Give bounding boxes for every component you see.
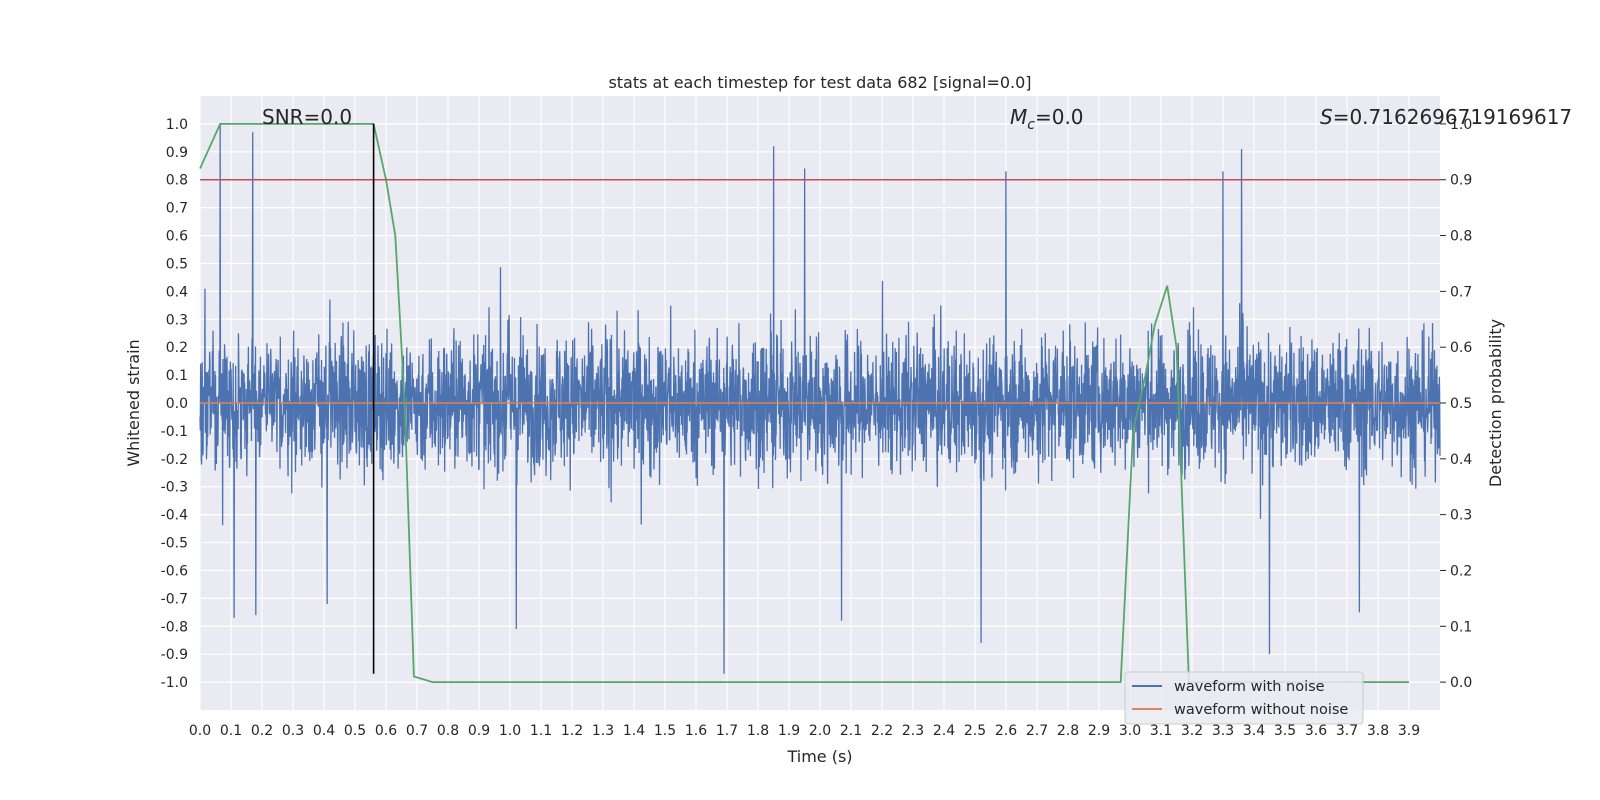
reference-lines: [200, 123, 1440, 674]
x-tick-label: 1.6: [685, 723, 707, 739]
x-tick-label: 1.2: [561, 723, 583, 739]
y-axis-right-ticks: 1.0 0.9 0.8 0.7 0.6 0.5 0.4 0.3 0.2 0.1 0.0: [1440, 117, 1472, 691]
x-tick-label: 1.3: [592, 723, 614, 739]
y-left-tick-label: 0.7: [166, 201, 188, 217]
x-tick-label: 2.6: [995, 723, 1017, 739]
x-tick-label: 2.1: [840, 723, 862, 739]
s-symbol: S: [1320, 105, 1333, 129]
y-left-tick-label: 0.0: [166, 396, 188, 412]
legend: waveform with noise waveform without noi…: [1124, 671, 1364, 725]
y-left-tick-label: -0.3: [161, 480, 188, 496]
series-waveform-with-noise: [199, 123, 1441, 674]
x-tick-label: 0.3: [282, 723, 304, 739]
legend-label-clean: waveform without noise: [1174, 702, 1348, 718]
x-tick-label: 1.5: [654, 723, 676, 739]
x-tick-label: 1.8: [747, 723, 769, 739]
x-tick-label: 3.9: [1398, 723, 1420, 739]
x-tick-label: 2.4: [933, 723, 955, 739]
x-tick-label: 1.4: [623, 723, 645, 739]
waveform-with-noise-line: [199, 123, 1441, 674]
y-right-tick-label: 0.3: [1450, 508, 1472, 524]
x-tick-label: 2.8: [1057, 723, 1079, 739]
y-left-tick-label: 0.8: [166, 173, 188, 189]
y-left-tick-label: 0.2: [166, 340, 188, 356]
x-tick-label: 0.6: [375, 723, 397, 739]
x-tick-label: 2.0: [809, 723, 831, 739]
y-left-tick-label: -0.7: [161, 591, 188, 607]
y-left-tick-label: 0.5: [166, 256, 188, 272]
y-left-tick-label: -0.8: [161, 619, 188, 635]
y-left-tick-label: -1.0: [161, 675, 188, 691]
y-axis-left-label: Whitened strain: [124, 339, 143, 466]
mc-symbol: M: [1010, 105, 1027, 129]
x-tick-label: 3.4: [1243, 723, 1265, 739]
y-left-tick-label: -0.2: [161, 452, 188, 468]
chart-title: stats at each timestep for test data 682…: [608, 73, 1031, 92]
detection-probability-line: [199, 123, 1409, 683]
x-tick-label: 2.2: [871, 723, 893, 739]
y-right-tick-label: 0.6: [1450, 340, 1472, 356]
y-right-tick-label: 0.8: [1450, 229, 1472, 245]
s-value: =0.7162696719169617: [1333, 105, 1572, 129]
y-left-tick-label: 0.4: [166, 284, 188, 300]
x-tick-label: 0.8: [437, 723, 459, 739]
s-annotation: S=0.7162696719169617: [1320, 105, 1572, 129]
y-axis-right-label: Detection probability: [1486, 319, 1505, 487]
x-tick-label: 2.3: [902, 723, 924, 739]
snr-annotation: SNR=0.0: [262, 105, 352, 129]
x-tick-label: 3.0: [1119, 723, 1141, 739]
y-left-tick-label: -0.6: [161, 563, 188, 579]
mc-subscript: c: [1027, 117, 1035, 133]
x-tick-label: 0.4: [313, 723, 335, 739]
x-tick-label: 3.2: [1181, 723, 1203, 739]
x-tick-label: 0.5: [344, 723, 366, 739]
legend-box: [1124, 671, 1364, 725]
y-right-tick-label: 0.9: [1450, 173, 1472, 189]
y-right-tick-label: 0.1: [1450, 619, 1472, 635]
x-tick-label: 3.5: [1274, 723, 1296, 739]
mc-value: =0.0: [1035, 105, 1084, 129]
x-tick-label: 0.2: [251, 723, 273, 739]
x-tick-label: 0.7: [406, 723, 428, 739]
x-axis-label: Time (s): [786, 747, 852, 766]
y-left-tick-label: 0.9: [166, 145, 188, 161]
x-tick-label: 3.8: [1367, 723, 1389, 739]
y-left-tick-label: -0.9: [161, 647, 188, 663]
y-axis-left-ticks: 1.0 0.9 0.8 0.7 0.6 0.5 0.4 0.3 0.2 0.1 0.0 -0.1 -0.…: [161, 117, 188, 691]
x-tick-label: 3.3: [1212, 723, 1234, 739]
x-tick-label: 3.1: [1150, 723, 1172, 739]
y-left-tick-label: -0.1: [161, 424, 188, 440]
x-axis-ticks: 0.0 0.1 0.2 0.3 0.4 0.5 0.6 0.7 0.8 0.9 1.0 1.1 1.2 1…: [189, 723, 1420, 739]
mc-annotation: Mc=0.0: [1010, 105, 1084, 133]
y-left-tick-label: 0.1: [166, 368, 188, 384]
x-tick-label: 0.9: [468, 723, 490, 739]
y-left-tick-label: 0.3: [166, 312, 188, 328]
y-right-tick-label: 0.2: [1450, 563, 1472, 579]
x-tick-label: 1.9: [778, 723, 800, 739]
y-right-tick-label: 1.0: [1450, 117, 1472, 133]
y-right-tick-label: 0.4: [1450, 452, 1472, 468]
series-detection-probability: [199, 123, 1409, 683]
x-tick-label: 1.1: [530, 723, 552, 739]
x-tick-label: 1.0: [499, 723, 521, 739]
x-tick-label: 0.0: [189, 723, 211, 739]
y-left-tick-label: -0.4: [161, 508, 188, 524]
y-right-tick-label: 0.5: [1450, 396, 1472, 412]
y-left-tick-label: 1.0: [166, 117, 188, 133]
x-tick-label: 0.1: [220, 723, 242, 739]
legend-label-noise: waveform with noise: [1174, 679, 1325, 695]
x-tick-label: 3.7: [1336, 723, 1358, 739]
y-right-tick-label: 0.0: [1450, 675, 1472, 691]
x-tick-label: 2.7: [1026, 723, 1048, 739]
y-left-tick-label: -0.5: [161, 536, 188, 552]
y-right-tick-label: 0.7: [1450, 284, 1472, 300]
x-tick-label: 3.6: [1305, 723, 1327, 739]
x-tick-label: 2.9: [1088, 723, 1110, 739]
x-tick-label: 1.7: [716, 723, 738, 739]
y-left-tick-label: 0.6: [166, 229, 188, 245]
x-tick-label: 2.5: [964, 723, 986, 739]
